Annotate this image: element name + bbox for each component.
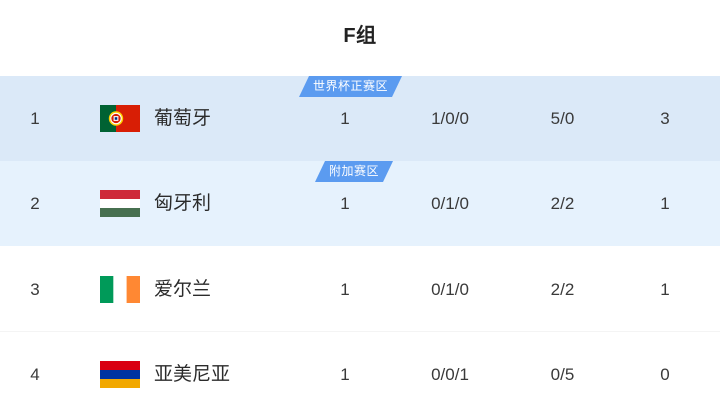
table-row[interactable]: 附加赛区 2 匈牙利 1 0/1/0 2/2 1 bbox=[0, 161, 720, 246]
standings-table: 世界杯正赛区 1 葡萄牙 1 1/0/0 bbox=[0, 76, 720, 416]
row-team-name: 匈牙利 bbox=[154, 193, 212, 214]
row-goals: 2/2 bbox=[550, 194, 575, 213]
row-points: 3 bbox=[660, 109, 670, 128]
row-win-draw-loss: 0/0/1 bbox=[431, 364, 469, 384]
status-badge-world-cup-zone: 世界杯正赛区 bbox=[299, 76, 402, 97]
table-row[interactable]: 3 爱尔兰 1 0/1/0 2/2 1 bbox=[0, 246, 720, 331]
table-row[interactable]: 世界杯正赛区 1 葡萄牙 1 1/0/0 bbox=[0, 76, 720, 161]
status-badge-playoff-zone: 附加赛区 bbox=[315, 161, 393, 182]
row-rank: 4 bbox=[30, 364, 40, 384]
row-team: 亚美尼亚 bbox=[70, 360, 300, 388]
row-played: 1 bbox=[340, 194, 350, 213]
row-points: 1 bbox=[660, 194, 670, 213]
page-title: F组 bbox=[343, 25, 377, 47]
row-goals: 2/2 bbox=[550, 279, 575, 299]
row-win-draw-loss: 0/1/0 bbox=[431, 279, 469, 299]
row-played: 1 bbox=[340, 279, 350, 299]
row-team: 匈牙利 bbox=[70, 190, 300, 217]
ireland-flag-icon bbox=[100, 275, 140, 303]
row-team-name: 爱尔兰 bbox=[154, 278, 212, 300]
row-win-draw-loss: 0/1/0 bbox=[431, 194, 469, 213]
row-team: 葡萄牙 bbox=[70, 105, 300, 132]
armenia-flag-icon bbox=[100, 360, 140, 388]
row-points: 1 bbox=[660, 279, 670, 299]
row-points: 0 bbox=[660, 364, 670, 384]
row-played: 1 bbox=[340, 364, 350, 384]
row-rank: 2 bbox=[30, 194, 40, 213]
row-team: 爱尔兰 bbox=[70, 275, 300, 303]
row-team-name: 葡萄牙 bbox=[154, 108, 212, 129]
row-rank: 1 bbox=[30, 109, 40, 128]
table-row[interactable]: 4 亚美尼亚 1 0/0/1 0/5 0 bbox=[0, 331, 720, 416]
hungary-flag-icon bbox=[100, 190, 140, 217]
row-team-name: 亚美尼亚 bbox=[154, 363, 231, 385]
row-win-draw-loss: 1/0/0 bbox=[431, 109, 469, 128]
page-header: F组 bbox=[0, 0, 720, 76]
row-played: 1 bbox=[340, 109, 350, 128]
row-goals: 0/5 bbox=[550, 364, 575, 384]
row-goals: 5/0 bbox=[550, 109, 575, 128]
row-rank: 3 bbox=[30, 279, 40, 299]
portugal-flag-icon bbox=[100, 105, 140, 132]
